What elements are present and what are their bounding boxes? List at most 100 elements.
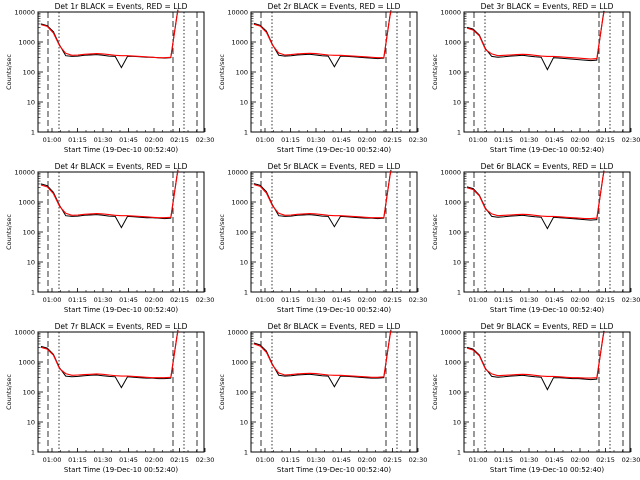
x-tick-label: 02:00 <box>358 136 377 144</box>
series-line-lld <box>253 170 392 219</box>
series-line-lld <box>466 171 605 220</box>
plot-frame <box>250 11 418 133</box>
series-line-events <box>466 170 605 230</box>
y-tick-label: 1 <box>31 449 35 457</box>
plot-frame <box>250 171 418 293</box>
x-tick-label: 02:00 <box>571 296 590 304</box>
y-tick-label: 10000 <box>440 9 461 17</box>
x-tick-label: 01:30 <box>520 296 539 304</box>
y-tick-label: 1000 <box>18 359 35 367</box>
series-line-events <box>40 329 179 389</box>
y-axis-label: Counts/sec <box>5 214 13 250</box>
x-tick-label: 02:15 <box>596 136 615 144</box>
x-axis-label: Start Time (19-Dec-10 00:52:40) <box>277 306 391 314</box>
x-tick-label: 02:30 <box>196 456 215 464</box>
y-tick-label: 1 <box>31 129 35 137</box>
chart-title: Det 2r BLACK = Events, RED = LLD <box>268 2 401 11</box>
x-tick-label: 02:15 <box>596 296 615 304</box>
y-tick-label: 100 <box>236 69 248 77</box>
x-tick-label: 01:30 <box>94 456 113 464</box>
x-axis-label: Start Time (19-Dec-10 00:52:40) <box>277 466 391 474</box>
y-tick-label: 10000 <box>227 9 248 17</box>
x-tick-label: 02:30 <box>196 136 215 144</box>
x-tick-label: 01:15 <box>281 296 300 304</box>
x-tick-label: 02:30 <box>409 456 428 464</box>
x-tick-label: 02:30 <box>622 456 640 464</box>
x-tick-label: 01:30 <box>307 136 326 144</box>
x-tick-label: 01:00 <box>469 296 488 304</box>
y-tick-label: 10 <box>240 99 248 107</box>
y-tick-label: 100 <box>236 229 248 237</box>
x-tick-label: 02:15 <box>170 456 189 464</box>
y-axis-label: Counts/sec <box>218 214 226 250</box>
y-tick-label: 1000 <box>18 39 35 47</box>
series-line-lld <box>40 10 179 59</box>
x-tick-label: 01:45 <box>332 296 351 304</box>
x-tick-label: 01:30 <box>520 136 539 144</box>
x-tick-label: 01:45 <box>545 296 564 304</box>
y-tick-label: 1000 <box>231 359 248 367</box>
x-tick-label: 02:15 <box>170 296 189 304</box>
x-tick-label: 01:30 <box>520 456 539 464</box>
y-tick-label: 10000 <box>14 169 35 177</box>
series-line-lld <box>253 11 392 59</box>
y-tick-label: 10000 <box>227 329 248 337</box>
plot-frame <box>37 11 205 133</box>
panel-det-4: Det 4r BLACK = Events, RED = LLD Counts/s… <box>5 162 214 314</box>
x-tick-label: 01:15 <box>68 296 87 304</box>
series-line-lld <box>253 330 392 378</box>
x-axis-label: Start Time (19-Dec-10 00:52:40) <box>64 306 178 314</box>
x-tick-label: 01:30 <box>307 456 326 464</box>
y-tick-label: 10 <box>453 259 461 267</box>
y-tick-label: 1000 <box>444 39 461 47</box>
x-tick-label: 01:00 <box>43 136 62 144</box>
y-tick-label: 10000 <box>14 9 35 17</box>
y-tick-label: 1000 <box>231 199 248 207</box>
chart-title: Det 9r BLACK = Events, RED = LLD <box>481 322 614 331</box>
x-axis-label: Start Time (19-Dec-10 00:52:40) <box>490 146 604 154</box>
y-tick-label: 10 <box>240 419 248 427</box>
y-tick-label: 100 <box>236 389 248 397</box>
x-tick-label: 02:15 <box>170 136 189 144</box>
x-tick-label: 01:45 <box>119 456 138 464</box>
y-tick-label: 1 <box>457 289 461 297</box>
plot-frame <box>37 171 205 293</box>
x-tick-label: 02:00 <box>358 456 377 464</box>
panel-det-8: Det 8r BLACK = Events, RED = LLD Counts/s… <box>218 322 427 474</box>
y-tick-label: 1000 <box>444 199 461 207</box>
y-tick-label: 10000 <box>227 169 248 177</box>
x-tick-label: 01:45 <box>119 136 138 144</box>
x-tick-label: 02:15 <box>383 296 402 304</box>
x-tick-label: 02:30 <box>409 136 428 144</box>
x-tick-label: 02:15 <box>383 136 402 144</box>
x-tick-label: 02:00 <box>145 136 164 144</box>
x-tick-label: 02:30 <box>622 136 640 144</box>
y-axis-label: Counts/sec <box>431 374 439 410</box>
chart-title: Det 1r BLACK = Events, RED = LLD <box>55 2 188 11</box>
panel-det-7: Det 7r BLACK = Events, RED = LLD Counts/s… <box>5 322 214 474</box>
series-line-lld <box>466 331 605 379</box>
x-tick-label: 01:15 <box>494 296 513 304</box>
x-axis-label: Start Time (19-Dec-10 00:52:40) <box>490 306 604 314</box>
x-tick-label: 02:30 <box>196 296 215 304</box>
y-tick-label: 100 <box>449 69 461 77</box>
y-tick-label: 1 <box>244 129 248 137</box>
y-tick-label: 10 <box>27 99 35 107</box>
panel-det-2: Det 2r BLACK = Events, RED = LLD Counts/s… <box>218 2 427 154</box>
plot-frame <box>463 11 631 133</box>
x-tick-label: 02:00 <box>571 136 590 144</box>
x-tick-label: 01:00 <box>256 456 275 464</box>
y-axis-label: Counts/sec <box>218 54 226 90</box>
x-tick-label: 01:15 <box>494 456 513 464</box>
x-tick-label: 02:30 <box>409 296 428 304</box>
y-tick-label: 1000 <box>444 359 461 367</box>
series-line-events <box>40 9 179 69</box>
x-tick-label: 01:00 <box>469 136 488 144</box>
y-tick-label: 10 <box>453 419 461 427</box>
y-tick-label: 100 <box>23 229 35 237</box>
x-tick-label: 02:00 <box>358 296 377 304</box>
x-tick-label: 01:45 <box>545 136 564 144</box>
y-tick-label: 100 <box>449 389 461 397</box>
plot-frame <box>37 331 205 453</box>
